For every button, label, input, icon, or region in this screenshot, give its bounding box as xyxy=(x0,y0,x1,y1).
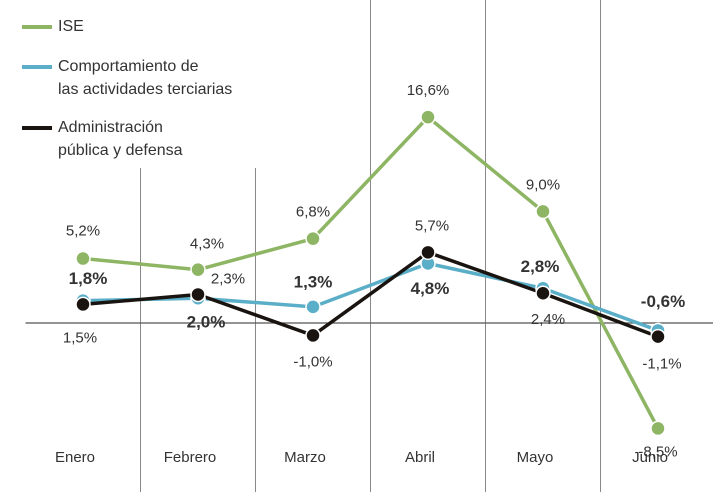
data-label: -1,1% xyxy=(642,356,681,373)
data-label: -8,5% xyxy=(638,443,677,460)
data-label: 1,3% xyxy=(294,272,333,291)
x-tick-label: Marzo xyxy=(284,449,326,466)
data-label: -1,0% xyxy=(293,353,332,370)
data-point xyxy=(420,109,436,125)
data-label: 2,0% xyxy=(187,313,226,332)
legend-line: las actividades terciarias xyxy=(58,81,232,98)
data-label: 6,8% xyxy=(296,204,330,221)
data-label: -0,6% xyxy=(641,292,685,311)
series-line xyxy=(82,114,660,430)
data-point xyxy=(420,244,436,261)
data-label: 2,8% xyxy=(521,257,560,276)
x-tick-label: Junio xyxy=(632,449,668,466)
data-point xyxy=(305,327,321,344)
data-point xyxy=(190,286,206,303)
x-tick-label: Febrero xyxy=(164,449,217,466)
data-label: 2,4% xyxy=(531,311,565,328)
data-point xyxy=(650,328,666,345)
data-label: 16,6% xyxy=(407,82,450,99)
data-point xyxy=(305,230,321,247)
legend-line: pública y defensa xyxy=(58,142,183,159)
data-point xyxy=(650,420,666,437)
x-tick-label: Enero xyxy=(55,449,95,466)
series-line xyxy=(82,250,659,339)
legend-label: Comportamiento de las actividades terciar… xyxy=(58,58,232,98)
legend-label: Administración pública y defensa xyxy=(58,119,183,159)
data-point xyxy=(535,203,551,220)
series-line xyxy=(82,261,659,333)
data-label: 4,8% xyxy=(411,279,450,298)
data-label: 5,2% xyxy=(66,222,100,239)
legend-label: ISE xyxy=(58,18,84,35)
legend-line: Comportamiento de xyxy=(58,58,199,75)
x-tick-label: Mayo xyxy=(517,449,554,466)
data-label: 1,8% xyxy=(69,269,108,288)
data-label: 9,0% xyxy=(526,176,560,193)
data-point xyxy=(305,299,321,315)
data-label: 4,3% xyxy=(190,236,224,253)
x-tick-label: Abril xyxy=(405,449,435,466)
legend-line: Administración xyxy=(58,119,163,136)
data-label: 1,5% xyxy=(63,329,97,346)
data-label: 2,3% xyxy=(211,270,245,287)
data-point xyxy=(75,250,91,267)
data-point xyxy=(535,285,551,301)
data-label: 5,7% xyxy=(415,217,449,234)
data-point xyxy=(190,261,206,278)
data-point xyxy=(75,296,91,313)
